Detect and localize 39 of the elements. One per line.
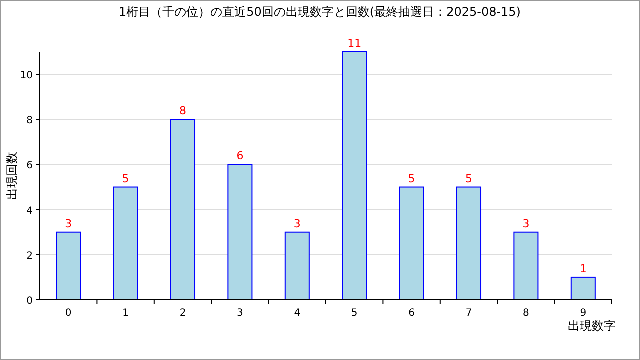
y-tick-label: 0 (26, 296, 33, 307)
y-axis-title: 出現回数 (5, 152, 19, 200)
y-tick-label: 8 (26, 116, 33, 127)
bar (113, 186, 138, 300)
data-label: 5 (466, 172, 472, 186)
y-tick-label: 10 (20, 70, 33, 82)
data-label: 1 (580, 262, 587, 276)
data-label: 5 (408, 172, 416, 186)
x-tick-label: 7 (466, 308, 472, 319)
bar (514, 232, 539, 300)
x-tick-label: 8 (523, 308, 530, 319)
x-tick-label: 0 (65, 308, 72, 319)
x-tick-label: 3 (237, 308, 244, 319)
bar (56, 232, 82, 300)
bar (399, 186, 424, 300)
x-tick-label: 1 (122, 308, 129, 319)
x-tick-label: 6 (408, 308, 415, 319)
x-tick-label: 2 (180, 308, 186, 319)
bar (456, 186, 482, 300)
data-label: 11 (348, 37, 362, 50)
data-label: 5 (122, 172, 130, 186)
data-label: 3 (294, 217, 301, 230)
y-tick-label: 4 (26, 206, 33, 217)
chart-title: 1桁目（千の位）の直近50回の出現数字と回数(最終抽選日：2025-08-15) (118, 5, 522, 19)
x-tick-label: 5 (351, 308, 358, 319)
y-tick-label: 6 (26, 160, 33, 172)
x-tick-label: 9 (580, 308, 587, 319)
x-tick-label: 4 (294, 308, 301, 319)
bar (228, 164, 253, 300)
data-label: 8 (180, 104, 186, 118)
data-label: 3 (65, 217, 72, 230)
data-label: 6 (236, 150, 244, 163)
y-tick-label: 2 (26, 250, 33, 262)
bar (284, 232, 310, 300)
x-axis-title: 出現数字 (568, 319, 616, 333)
data-label: 3 (522, 217, 530, 230)
bar (570, 276, 596, 300)
bar (342, 52, 368, 300)
bar (170, 119, 196, 300)
